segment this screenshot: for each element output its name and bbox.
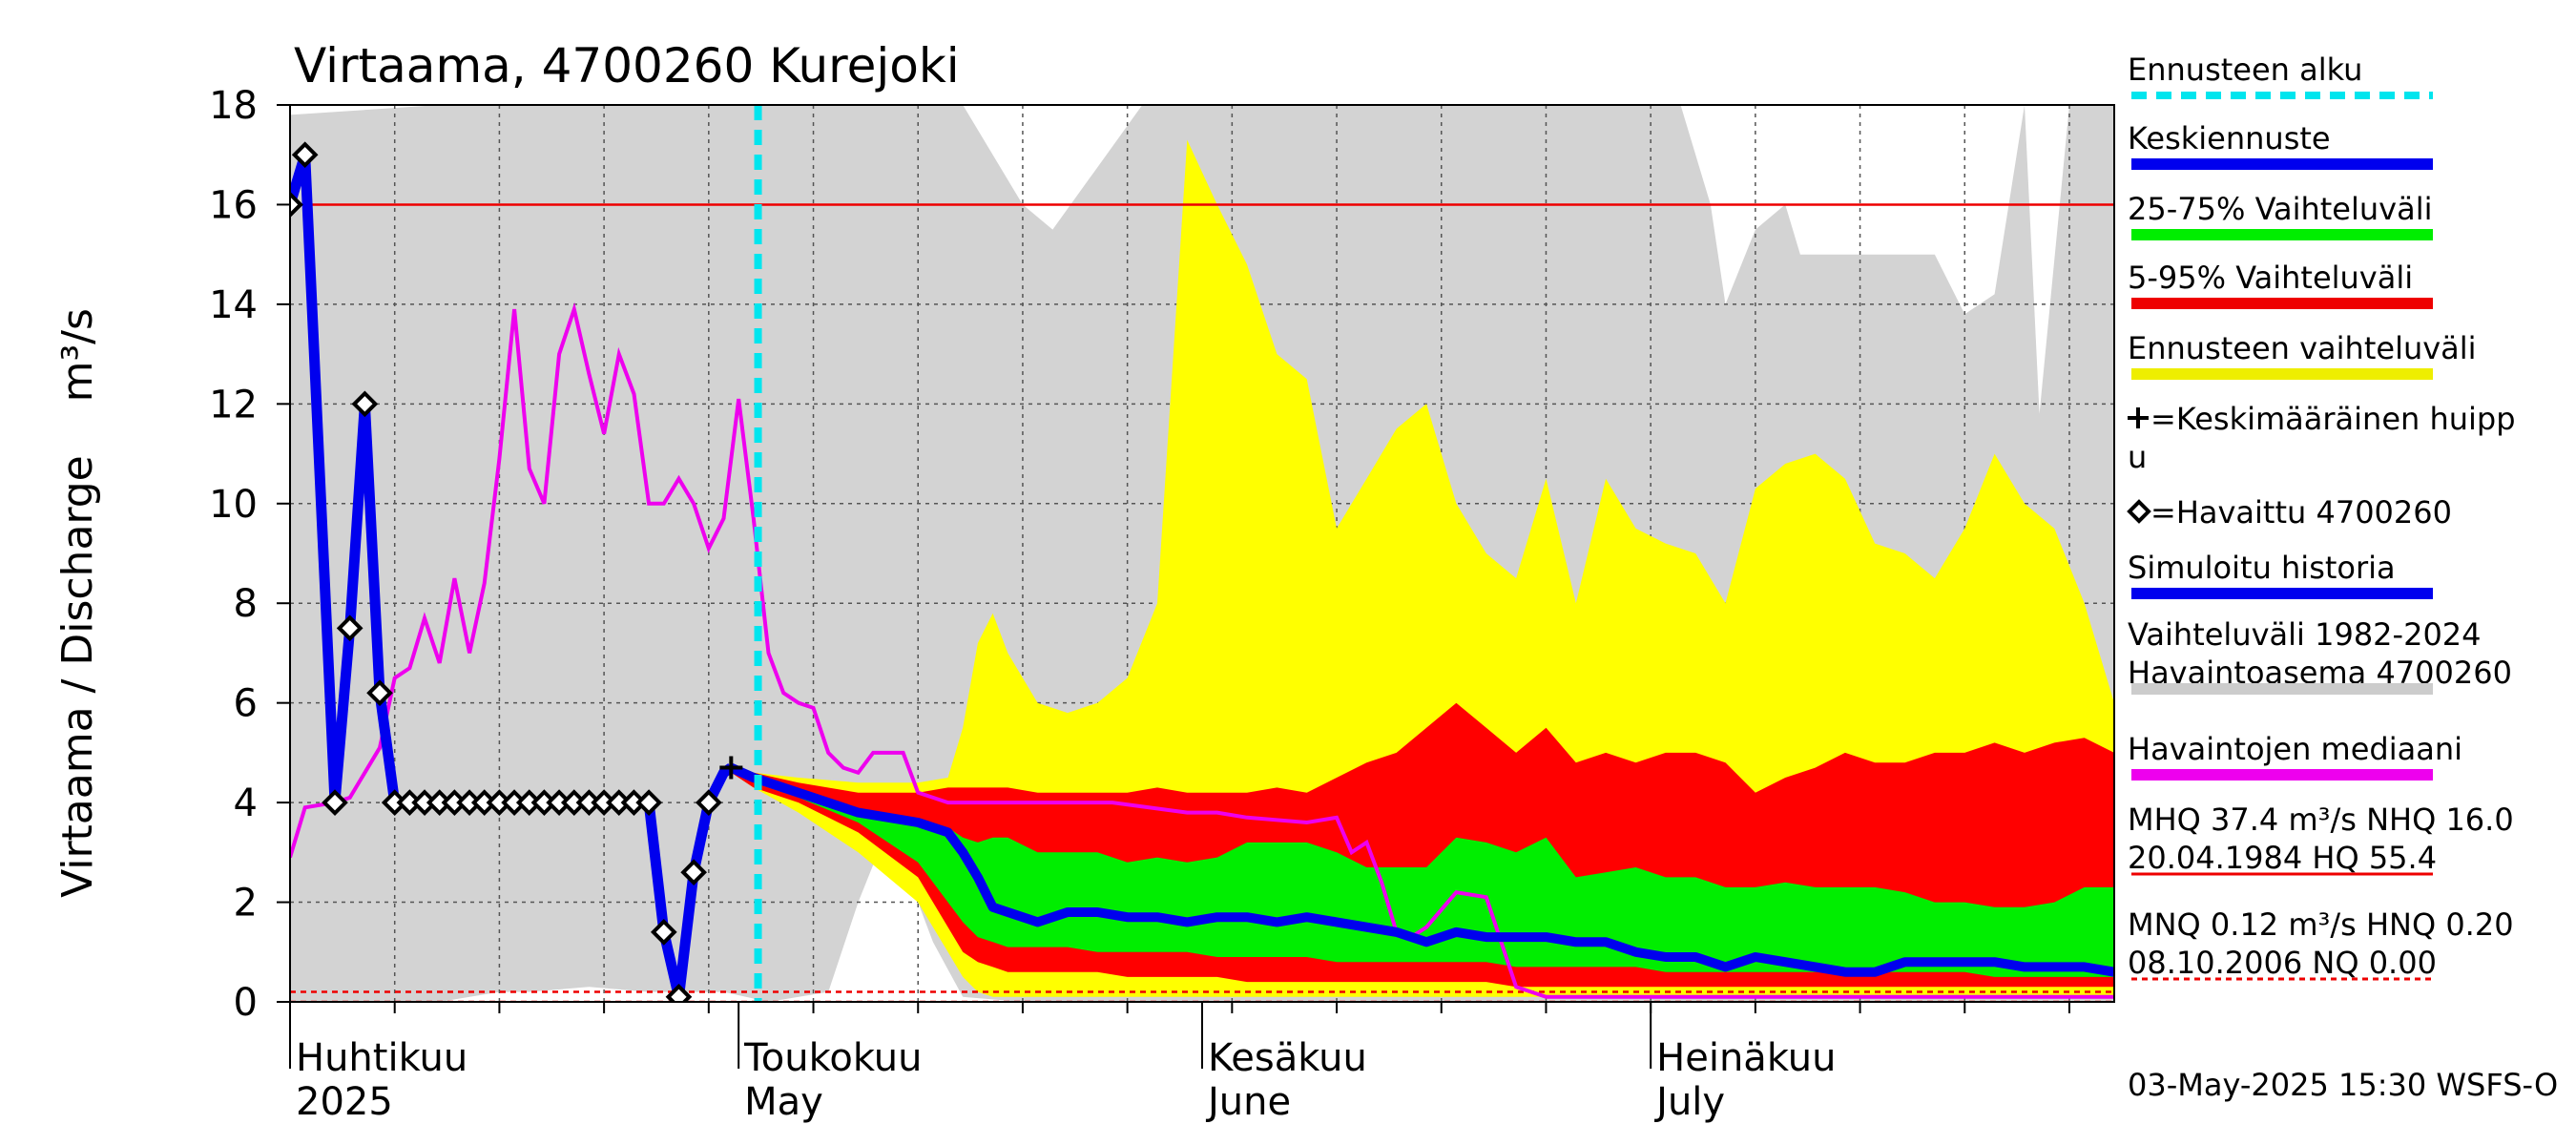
month-label-en: 2025 [296, 1080, 393, 1124]
legend-plus-icon [2128, 407, 2149, 428]
legend-label-mhq: 20.04.1984 HQ 55.4 [2128, 840, 2437, 876]
legend-label-start: Ennusteen alku [2128, 52, 2362, 88]
month-label-fi: Heinäkuu [1656, 1036, 1836, 1080]
observed-point [665, 983, 693, 1002]
footer-timestamp: 03-May-2025 15:30 WSFS-O [2128, 1067, 2558, 1103]
legend-label-mhq: MHQ 37.4 m³/s NHQ 16.0 [2128, 802, 2514, 838]
plot-area [290, 105, 2114, 1002]
y-tick-label: 4 [234, 781, 258, 825]
month-label-en: June [1205, 1080, 1291, 1124]
observed-point [351, 390, 379, 418]
y-axis-label: Virtaama / Discharge m³/s [53, 308, 102, 898]
y-tick-label: 16 [209, 183, 258, 227]
y-tick-label: 6 [234, 682, 258, 726]
legend-label-p2575: 25-75% Vaihteluväli [2128, 191, 2432, 227]
observed-point [635, 789, 662, 816]
chart-title: Virtaama, 4700260 Kurejoki [294, 38, 960, 94]
y-tick-label: 14 [209, 283, 258, 327]
legend-label-obs: =Havaittu 4700260 [2150, 494, 2452, 531]
month-label-fi: Kesäkuu [1208, 1036, 1367, 1080]
observed-point [695, 789, 722, 816]
observed-point [291, 141, 319, 169]
month-label-en: July [1653, 1080, 1725, 1124]
observed-point [366, 679, 393, 707]
legend-label-peak: =Keskimääräinen huipp [2150, 401, 2516, 437]
forecast-range-band [731, 139, 2114, 997]
y-tick-label: 10 [209, 483, 258, 527]
median-history-line [290, 302, 2114, 999]
legend-label-peak: u [2128, 439, 2147, 475]
legend-label-mnq: MNQ 0.12 m³/s HNQ 0.20 [2128, 906, 2514, 943]
month-label-fi: Huhtikuu [296, 1036, 467, 1080]
legend-label-hist: Vaihteluväli 1982-2024 [2128, 616, 2482, 653]
observed-point [680, 859, 707, 886]
legend-label-mean: Keskiennuste [2128, 120, 2331, 156]
month-label-en: May [744, 1080, 823, 1124]
legend-diamond-icon [2127, 499, 2151, 524]
legend-label-mnq: 08.10.2006 NQ 0.00 [2128, 945, 2437, 981]
y-tick-label: 8 [234, 582, 258, 626]
legend-label-sim: Simuloitu historia [2128, 550, 2396, 586]
legend: Ennusteen alku Keskiennuste 25-75% Vaihtel… [2127, 52, 2516, 981]
mean-forecast-line [729, 763, 2114, 977]
y-tick-label: 12 [209, 383, 258, 427]
legend-label-median: Havaintojen mediaani [2128, 731, 2462, 767]
p25-75-band [731, 767, 2114, 977]
observed-point [290, 191, 303, 219]
legend-label-p595: 5-95% Vaihteluväli [2128, 260, 2413, 296]
observed-point [322, 789, 348, 816]
y-tick-label: 18 [209, 84, 258, 128]
observed-point [650, 919, 677, 946]
mean-peak-marker [719, 756, 743, 780]
legend-label-range: Ennusteen vaihteluväli [2128, 330, 2477, 366]
y-tick-label: 2 [234, 882, 258, 926]
observed-point [336, 614, 364, 642]
month-label-fi: Toukokuu [743, 1036, 922, 1080]
y-tick-label: 0 [234, 981, 258, 1025]
